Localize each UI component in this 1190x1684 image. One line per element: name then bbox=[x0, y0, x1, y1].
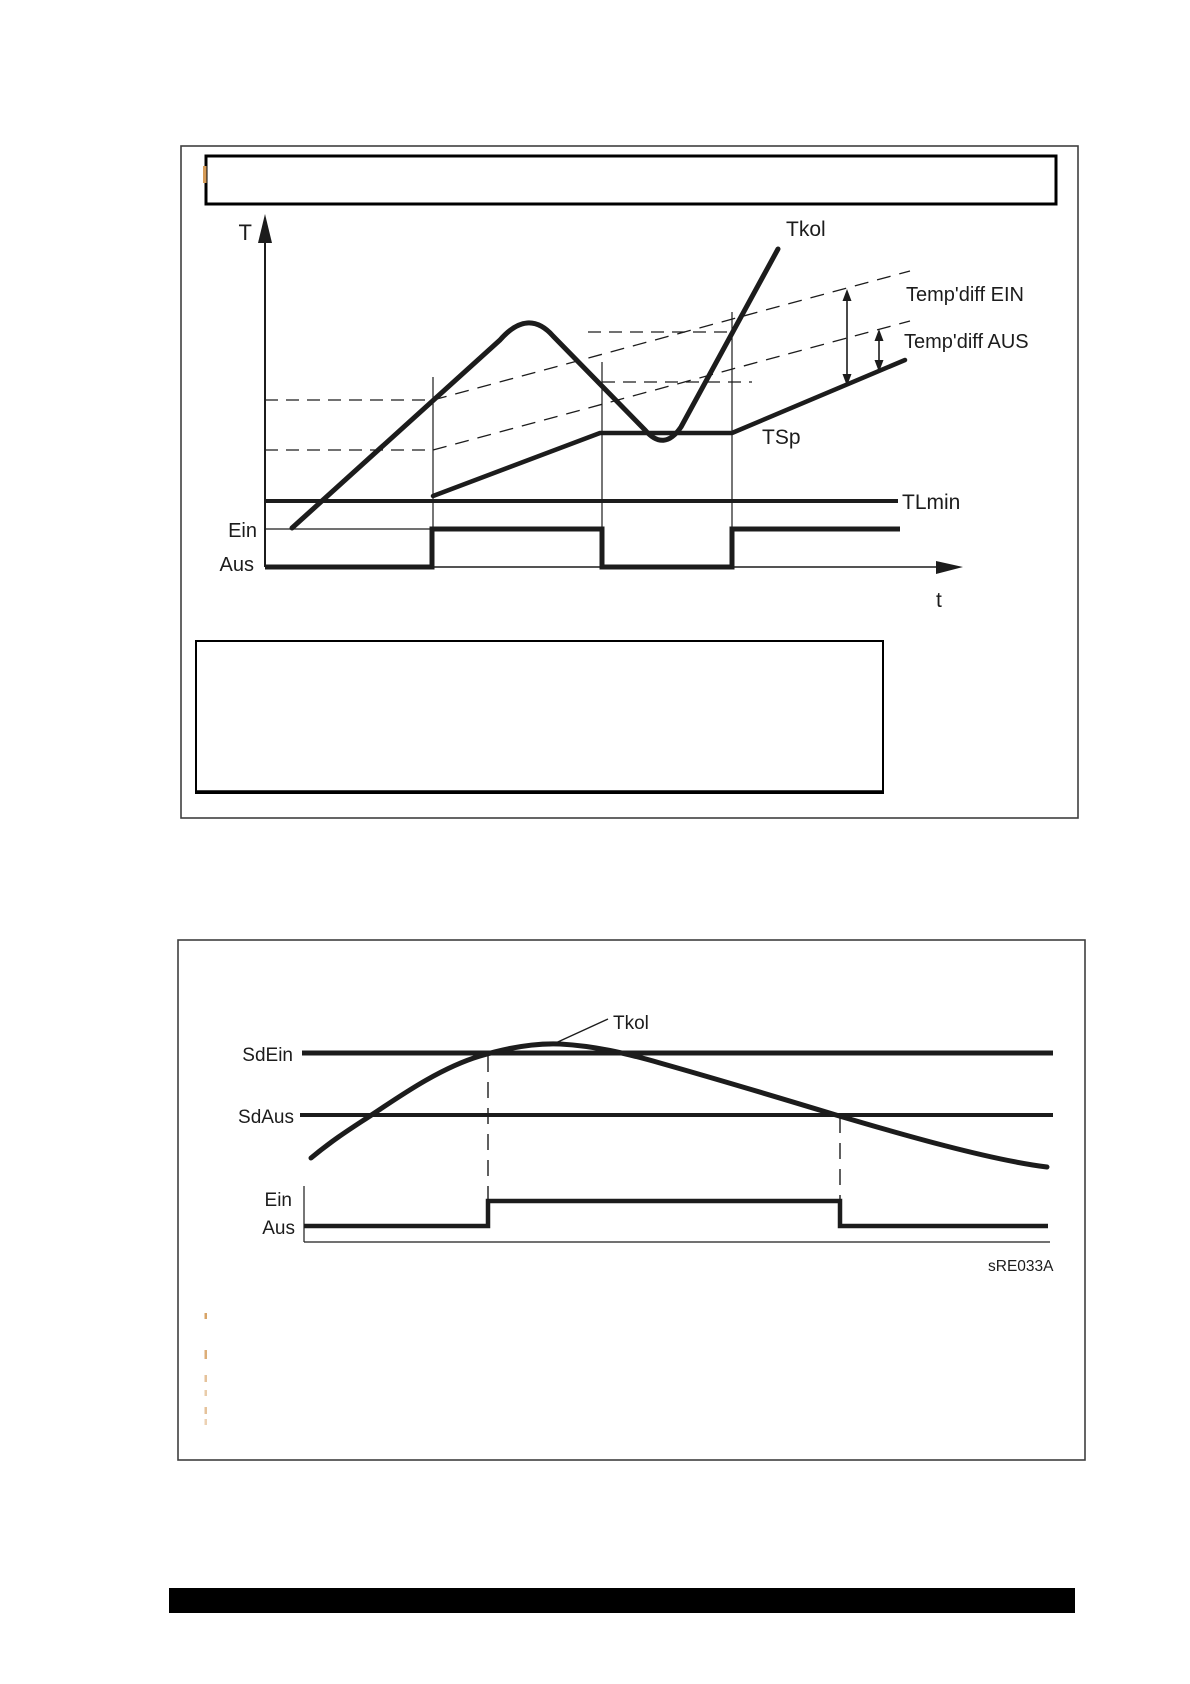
figure2-aus-label: Aus bbox=[262, 1218, 295, 1239]
figure1-diff-off-arrowhead-top-icon bbox=[874, 329, 884, 341]
figure2-tkol-curve bbox=[308, 1041, 1050, 1170]
figure2-artifact-marks bbox=[204, 1313, 207, 1425]
figure1-diff-on-arrowhead-bottom-icon bbox=[842, 374, 852, 386]
figure1-ein-label: Ein bbox=[228, 520, 257, 542]
figure1-title-box bbox=[204, 154, 1058, 206]
figure1-x-axis-label: t bbox=[936, 589, 942, 612]
figure1-diff-off-arrowhead-bottom-icon bbox=[874, 360, 884, 372]
figure1-y-axis-arrowhead-icon bbox=[258, 214, 272, 243]
figure1-diff-off-label: Temp'diff AUS bbox=[904, 331, 1029, 353]
figure1-diff-on-arrowhead-top-icon bbox=[842, 289, 852, 301]
figure1-aus-label: Aus bbox=[220, 554, 254, 576]
figure2-code-label: sRE033A bbox=[988, 1258, 1054, 1275]
artifact-mark bbox=[204, 1350, 207, 1359]
figure1-tkol-label: Tkol bbox=[786, 218, 826, 241]
figure1-y-axis-label: T bbox=[239, 220, 252, 245]
figure1-tkol-curve bbox=[289, 246, 781, 531]
footer-bar bbox=[169, 1588, 1075, 1613]
figure1-title-artifact-mark bbox=[203, 166, 207, 183]
figure2: SdEin SdAus Tkol Ein Aus sRE033A bbox=[177, 939, 1086, 1461]
figure1-diff-on-label: Temp'diff EIN bbox=[906, 284, 1024, 306]
figure1-note-box bbox=[195, 640, 884, 794]
figure2-sdein-label: SdEin bbox=[242, 1045, 293, 1066]
artifact-mark bbox=[204, 1419, 207, 1425]
figure2-switch-signal bbox=[304, 1198, 1048, 1229]
artifact-mark bbox=[204, 1375, 207, 1382]
figure1: T t TLmin Tkol TSp Ein Aus bbox=[180, 145, 1079, 819]
figure2-ein-label: Ein bbox=[265, 1190, 292, 1211]
figure1-tsp-curve bbox=[430, 357, 908, 499]
figure2-sdaus-label: SdAus bbox=[238, 1107, 294, 1128]
figure2-tkol-label: Tkol bbox=[613, 1013, 649, 1034]
artifact-mark bbox=[204, 1407, 207, 1414]
figure1-frame bbox=[180, 145, 1079, 819]
artifact-mark bbox=[204, 1390, 207, 1396]
figure1-tlmin-label: TLmin bbox=[902, 491, 960, 514]
artifact-mark bbox=[204, 1313, 207, 1319]
figure1-switch-signal bbox=[265, 526, 900, 570]
figure1-dashed-threshold-on-diagonal bbox=[432, 270, 911, 401]
figure2-frame bbox=[177, 939, 1086, 1461]
figure2-tkol-pointer-line bbox=[548, 1018, 609, 1047]
figure1-x-axis-arrowhead-icon bbox=[936, 561, 963, 574]
figure1-tsp-label: TSp bbox=[762, 426, 801, 449]
figure1-dashed-threshold-off-diagonal bbox=[432, 320, 911, 451]
